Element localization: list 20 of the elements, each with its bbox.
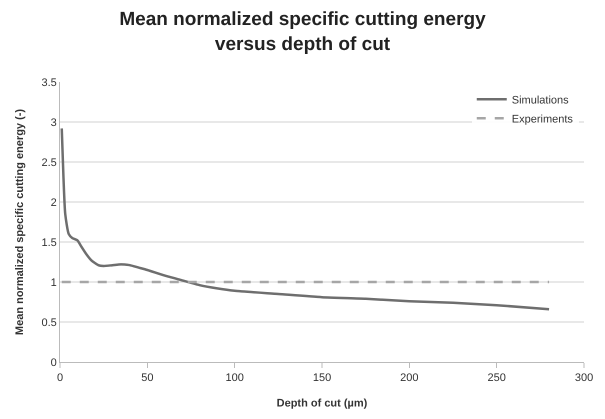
x-tick-label: 50: [141, 372, 154, 384]
y-tick-label: 2: [50, 196, 57, 209]
x-axis-title: Depth of cut (µm): [276, 397, 368, 410]
x-tick-label: 250: [487, 372, 506, 384]
y-tick-label: 0: [50, 356, 57, 369]
x-tick-label: 200: [400, 372, 419, 384]
y-tick-label: 0.5: [42, 316, 57, 329]
x-tick-label: 300: [574, 372, 594, 384]
y-tick-label: 2.5: [42, 156, 57, 169]
x-tick-label: 100: [225, 372, 244, 384]
y-tick-label: 3.5: [42, 76, 57, 89]
y-axis-title: Mean normalized specific cutting energy (-): [14, 108, 26, 336]
chart-title: Mean normalized specific cutting energy versus depth of cut: [119, 9, 486, 55]
legend-label: Simulations: [512, 94, 570, 107]
legend-label: Experiments: [512, 114, 574, 126]
y-tick-label: 3: [50, 116, 57, 129]
y-tick-label: 1: [50, 276, 57, 289]
line-series: [60, 127, 550, 310]
y-tick-label: 1.5: [42, 236, 57, 249]
x-tick-label: 150: [312, 372, 332, 384]
